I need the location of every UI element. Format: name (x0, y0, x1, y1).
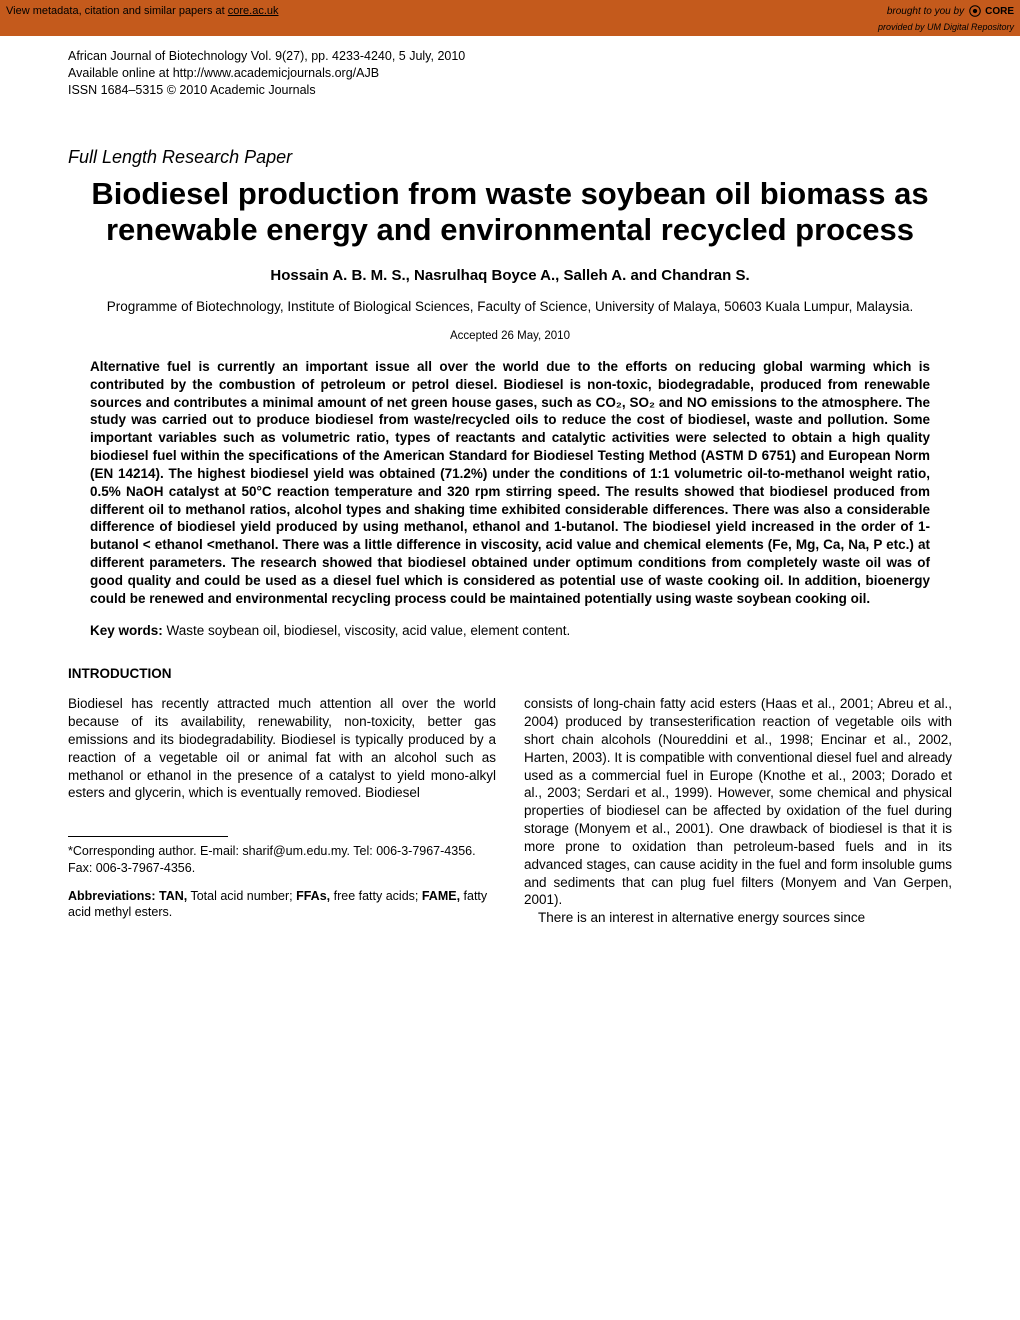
intro-heading: INTRODUCTION (68, 666, 952, 681)
journal-line-3: ISSN 1684–5315 © 2010 Academic Journals (68, 82, 952, 99)
abbrev-text-2: free fatty acids; (330, 889, 422, 903)
abstract: Alternative fuel is currently an importa… (90, 358, 930, 607)
col2-paragraph-1: consists of long-chain fatty acid esters… (524, 695, 952, 909)
abbrev-b2: FFAs, (296, 889, 330, 903)
col1-paragraph-1: Biodiesel has recently attracted much at… (68, 695, 496, 802)
affiliation: Programme of Biotechnology, Institute of… (68, 298, 952, 316)
core-banner: View metadata, citation and similar pape… (0, 0, 1020, 22)
keywords-label: Key words: (90, 623, 163, 638)
banner-right: brought to you by CORE (887, 4, 1014, 18)
abbrev-label: Abbreviations: TAN, (68, 889, 187, 903)
column-2: consists of long-chain fatty acid esters… (524, 695, 952, 927)
abbrev-b3: FAME, (422, 889, 460, 903)
core-label: CORE (985, 6, 1014, 17)
col2-paragraph-2: There is an interest in alternative ener… (524, 909, 952, 927)
footnote-separator (68, 836, 228, 837)
banner-left: View metadata, citation and similar pape… (6, 5, 279, 17)
core-brand[interactable]: CORE (968, 4, 1014, 18)
keywords-text: Waste soybean oil, biodiesel, viscosity,… (163, 623, 570, 638)
accepted-date: Accepted 26 May, 2010 (68, 330, 952, 342)
column-1: Biodiesel has recently attracted much at… (68, 695, 496, 927)
core-logo-icon (968, 4, 982, 18)
page-content: African Journal of Biotechnology Vol. 9(… (0, 36, 1020, 957)
metadata-text: View metadata, citation and similar pape… (6, 5, 228, 17)
authors: Hossain A. B. M. S., Nasrulhaq Boyce A.,… (68, 267, 952, 284)
abbrev-text-1: Total acid number; (187, 889, 296, 903)
core-link[interactable]: core.ac.uk (228, 5, 279, 17)
paper-title: Biodiesel production from waste soybean … (68, 176, 952, 249)
journal-info: African Journal of Biotechnology Vol. 9(… (68, 48, 952, 99)
brought-by-text: brought to you by (887, 6, 964, 17)
two-column-body: Biodiesel has recently attracted much at… (68, 695, 952, 927)
paper-type: Full Length Research Paper (68, 147, 952, 168)
core-subbanner: provided by UM Digital Repository (0, 22, 1020, 36)
keywords: Key words: Waste soybean oil, biodiesel,… (90, 623, 930, 638)
footnote-corresponding: *Corresponding author. E-mail: sharif@um… (68, 843, 496, 876)
journal-line-1: African Journal of Biotechnology Vol. 9(… (68, 48, 952, 65)
provided-by-text: provided by UM Digital Repository (878, 22, 1014, 32)
footnote-abbreviations: Abbreviations: TAN, Total acid number; F… (68, 888, 496, 921)
journal-line-2: Available online at http://www.academicj… (68, 65, 952, 82)
